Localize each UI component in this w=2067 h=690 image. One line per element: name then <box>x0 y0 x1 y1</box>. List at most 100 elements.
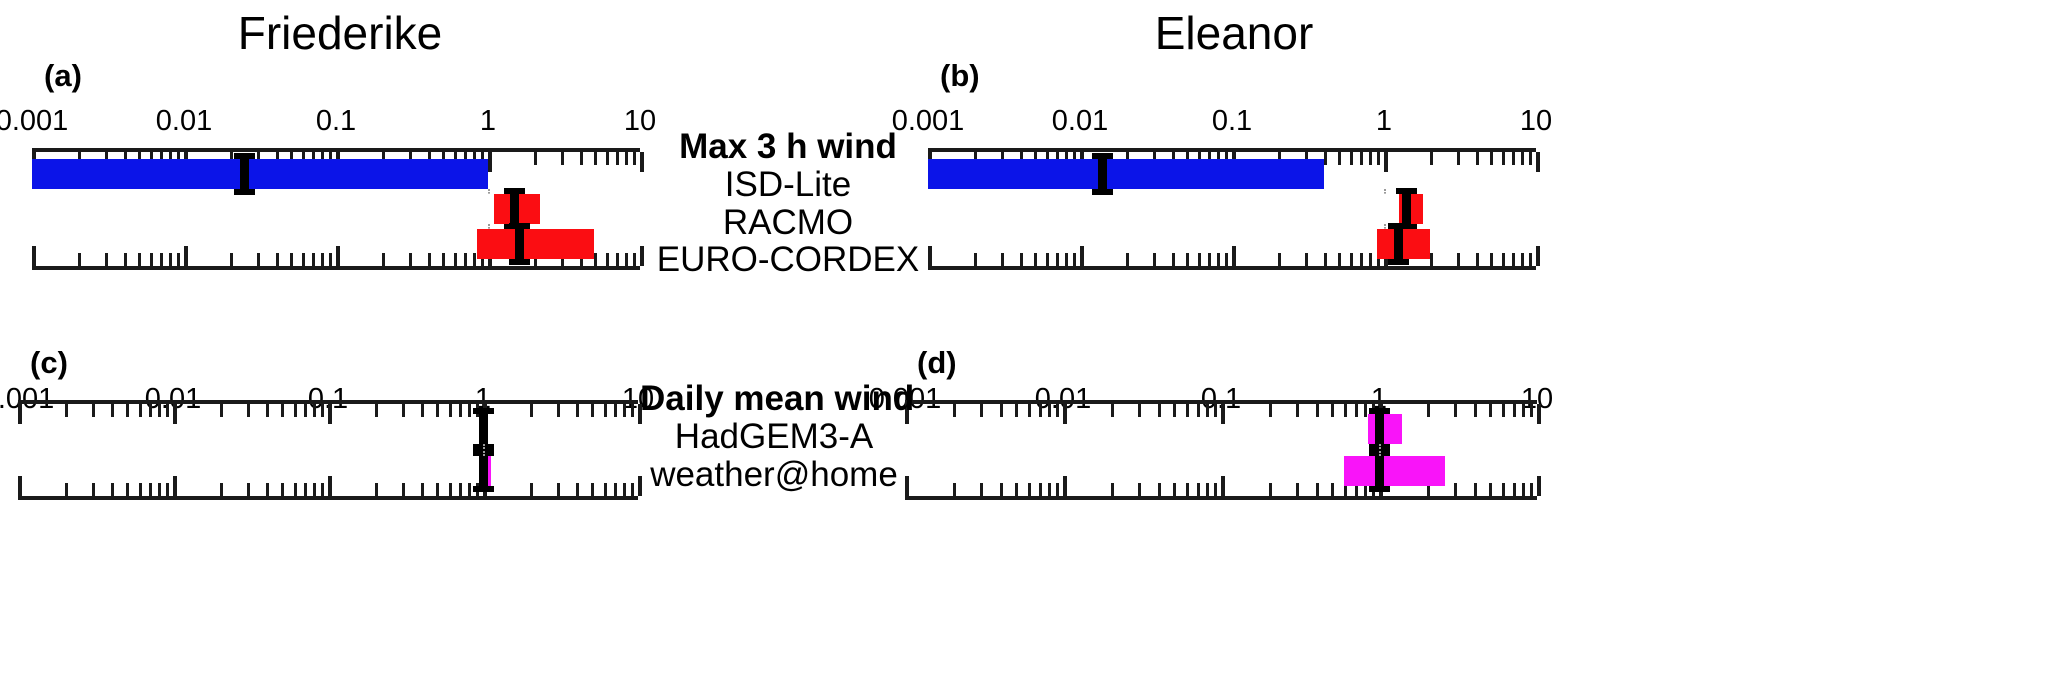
axis-minor-tick <box>1056 152 1060 165</box>
axis-minor-tick <box>1521 404 1525 417</box>
axis-minor-tick <box>928 246 932 266</box>
axis-minor-tick <box>1221 476 1225 496</box>
axis-minor-tick <box>630 483 634 496</box>
axis-minor-tick <box>1152 152 1156 165</box>
axis-minor-tick <box>266 404 270 417</box>
center-label-group-1: Daily mean wind HadGEM3-A weather@home <box>640 380 914 494</box>
axis-minor-tick <box>1350 152 1354 165</box>
axis-minor-tick <box>579 152 583 165</box>
axis-minor-tick <box>1063 404 1067 424</box>
axis-minor-tick <box>464 152 468 165</box>
axis-minor-tick <box>1277 253 1281 266</box>
center-group-heading-0: Max 3 h wind <box>679 127 897 166</box>
axis-minor-tick <box>458 483 462 496</box>
axis-minor-tick <box>952 404 956 417</box>
axis-minor-tick <box>1027 483 1031 496</box>
axis-minor-tick <box>622 483 626 496</box>
axis-minor-tick <box>381 253 385 266</box>
axis-minor-tick <box>290 152 294 165</box>
axis-minor-tick <box>321 152 325 165</box>
axis-minor-tick <box>1015 404 1019 417</box>
axis-line-top-c <box>18 400 638 404</box>
axis-minor-tick <box>1277 152 1281 165</box>
axis-minor-tick <box>1354 483 1358 496</box>
marker-cap-top <box>472 408 494 414</box>
axis-minor-tick <box>1232 246 1236 266</box>
axis-minor-tick <box>1046 253 1050 266</box>
axis-minor-tick <box>165 404 169 417</box>
axis-minor-tick <box>1331 483 1335 496</box>
axis-minor-tick <box>302 152 306 165</box>
axis-tick-label-d-3: 1 <box>1370 383 1388 415</box>
axis-minor-tick <box>1304 152 1308 165</box>
marker-cap-top <box>1091 152 1113 159</box>
axis-minor-tick <box>638 404 642 424</box>
axis-minor-tick <box>281 404 285 417</box>
axis-minor-tick <box>1426 483 1430 496</box>
axis-minor-tick <box>980 483 984 496</box>
axis-minor-tick <box>973 152 977 165</box>
axis-minor-tick <box>1384 152 1388 172</box>
axis-minor-tick <box>1198 253 1202 266</box>
axis-minor-tick <box>1475 152 1479 165</box>
axis-minor-tick <box>1536 152 1540 172</box>
axis-minor-tick <box>312 483 316 496</box>
axis-minor-tick <box>1536 246 1540 266</box>
axis-minor-tick <box>219 404 223 417</box>
axis-minor-tick <box>1213 483 1217 496</box>
axis-minor-tick <box>1080 246 1084 266</box>
axis-minor-tick <box>1529 404 1533 417</box>
axis-minor-tick <box>1173 404 1177 417</box>
axis-minor-tick <box>448 483 452 496</box>
axis-minor-tick <box>1047 404 1051 417</box>
axis-minor-tick <box>640 152 644 172</box>
axis-minor-tick <box>622 404 626 417</box>
axis-minor-tick <box>1474 483 1478 496</box>
axis-minor-tick <box>1454 404 1458 417</box>
axis-minor-tick <box>436 483 440 496</box>
axis-minor-tick <box>481 152 485 165</box>
axis-minor-tick <box>293 404 297 417</box>
axis-minor-tick <box>613 404 617 417</box>
axis-minor-tick <box>576 483 580 496</box>
axis-minor-tick <box>329 253 333 266</box>
range-bar-d-0 <box>1367 414 1403 444</box>
axis-minor-tick <box>640 246 644 266</box>
axis-minor-tick <box>246 404 250 417</box>
axis-line-bottom-a <box>32 266 640 270</box>
axis-minor-tick <box>448 404 452 417</box>
axis-minor-tick <box>1034 152 1038 165</box>
reference-guide-line <box>483 444 485 456</box>
best-estimate-marker-b-2 <box>1388 223 1410 266</box>
axis-minor-tick <box>219 483 223 496</box>
axis-minor-tick <box>1205 404 1209 417</box>
marker-cap-bottom <box>472 486 494 492</box>
axis-minor-tick <box>336 246 340 266</box>
axis-minor-tick <box>1489 483 1493 496</box>
panel-letter-a: (a) <box>44 58 82 93</box>
axis-minor-tick <box>1360 152 1364 165</box>
marker-cap-top <box>1395 188 1417 194</box>
axis-minor-tick <box>1296 404 1300 417</box>
axis-minor-tick <box>77 152 81 165</box>
axis-minor-tick <box>1456 152 1460 165</box>
axis-minor-tick <box>606 152 610 165</box>
axis-minor-tick <box>613 483 617 496</box>
axis-minor-tick <box>1038 483 1042 496</box>
center-group-item-1-1: weather@home <box>650 454 898 494</box>
axis-minor-tick <box>281 483 285 496</box>
axis-minor-tick <box>1186 152 1190 165</box>
range-bar-b-0 <box>928 158 1324 189</box>
axis-minor-tick <box>1343 483 1347 496</box>
reference-guide-line <box>488 188 490 194</box>
axis-minor-tick <box>1110 483 1114 496</box>
storm-title-eleanor: Eleanor <box>1154 7 1314 59</box>
axis-minor-tick <box>138 253 142 266</box>
axis-minor-tick <box>229 152 233 165</box>
axis-minor-tick <box>374 404 378 417</box>
axis-minor-tick <box>625 253 629 266</box>
axis-minor-tick <box>150 152 154 165</box>
axis-minor-tick <box>1000 253 1004 266</box>
axis-minor-tick <box>1185 483 1189 496</box>
marker-cap-bottom <box>1388 259 1410 266</box>
